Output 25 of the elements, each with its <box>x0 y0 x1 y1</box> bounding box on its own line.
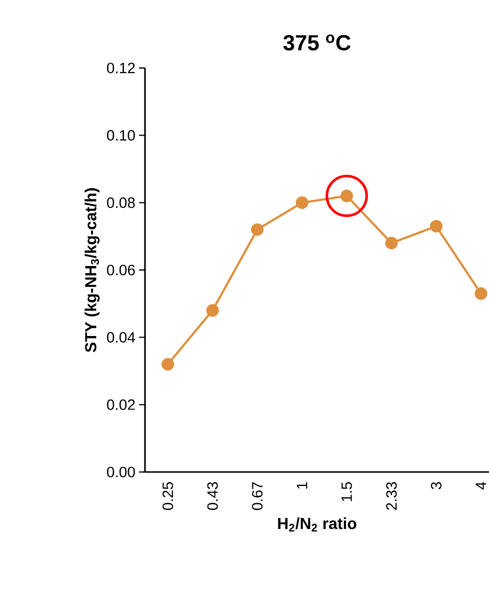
x-tick-label: 0.25 <box>162 482 174 510</box>
point <box>206 304 219 317</box>
y-tick-label: 0.06 <box>106 264 135 276</box>
point <box>430 220 442 233</box>
y-tick-label: 0.12 <box>106 62 135 74</box>
x-tick-label: 0.67 <box>252 482 263 510</box>
y-tick-label: 0.00 <box>106 466 135 478</box>
y-tick-label: 0.08 <box>106 197 135 208</box>
y-axis-title: STY (kg-NH$_{3}$/kg-cat/h) <box>84 188 100 352</box>
y-tick-label: 0.04 <box>106 332 136 343</box>
y-tick-label: 0.10 <box>106 130 135 141</box>
point <box>251 223 264 236</box>
x-axis-title: H$_{2}$/N$_{2}$ ratio <box>278 517 356 532</box>
x-tick-label: 1.5 <box>342 482 352 502</box>
point <box>162 358 174 371</box>
x-tick-label: 3 <box>430 482 442 490</box>
y-tick-label: 0.02 <box>106 399 135 410</box>
x-tick-label: 2.33 <box>386 482 397 510</box>
x-tick-label: 0.43 <box>207 482 218 510</box>
x-tick-label: 4 <box>476 482 486 490</box>
point <box>474 287 488 300</box>
point <box>296 196 308 209</box>
point <box>385 236 398 250</box>
x-tick-label: 1 <box>296 482 308 489</box>
chart-title: 375 $^{o}$C <box>283 34 351 51</box>
